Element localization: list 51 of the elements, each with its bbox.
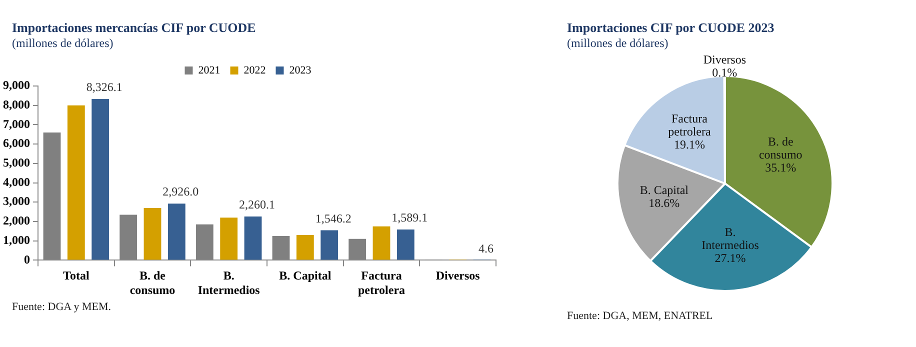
slice-label: Factura petrolera [668,111,712,138]
bar [396,229,414,260]
slice-label: B. de consumo [758,134,802,162]
y-tick-label: 0 [24,252,30,266]
source-note: Fuente: DGA y MEM. [12,301,112,313]
y-tick-label: 3,000 [3,194,30,208]
legend-label: 2022 [244,64,266,76]
y-tick-label: 5,000 [3,156,30,170]
x-tick-label: Total [63,268,90,282]
data-label: 0.1% [712,66,738,80]
y-tick-label: 1,000 [3,232,30,247]
y-tick-label: 6,000 [3,136,30,150]
bar [372,226,390,260]
bar [320,230,338,260]
chart-subtitle: (millones de dólares) [12,36,114,51]
bar [168,204,186,260]
slice-label: B. Capital [640,182,690,197]
x-tick-label: B. Intermedios [198,268,260,297]
data-label: 8,326.1 [86,80,122,94]
x-tick-label: Factura petrolera [358,268,406,297]
y-tick-label: 8,000 [3,97,30,112]
slice-label: B. Intermedios [702,224,760,252]
data-label: 1,546.2 [315,211,352,226]
y-tick-label: 2,000 [3,214,30,228]
data-label: 1,589.1 [392,210,428,225]
legend-label: 2021 [198,64,220,76]
source-note: Fuente: DGA, MEM, ENATREL [567,310,714,322]
y-tick-label: 9,000 [3,78,30,92]
data-label: 35.1% [765,160,796,175]
slice-label: Diversos [703,52,746,67]
y-tick-label: 4,000 [3,174,30,189]
bar [144,208,162,260]
data-label: 19.1% [674,137,705,152]
bar [296,235,314,260]
bar [244,216,262,260]
bar [92,99,110,260]
legend-label: 2023 [289,64,312,76]
x-tick-label: B. de consumo [130,268,176,297]
chart-title: Importaciones CIF por CUODE 2023 [567,20,776,36]
data-label: 2,260.1 [239,198,276,212]
data-label: 2,926.0 [162,184,199,199]
data-label: 18.6% [648,196,680,210]
x-tick-label: Diversos [436,268,480,282]
x-tick-label: B. Capital [279,268,332,282]
y-tick-label: 7,000 [3,116,30,131]
bar [220,218,238,260]
data-label: 4.6 [478,241,494,256]
chart-subtitle: (millones de dólares) [567,36,670,51]
chart-title: Importaciones mercancías CIF por CUODE [12,20,257,36]
data-label: 27.1% [714,250,746,265]
bar [67,105,85,260]
